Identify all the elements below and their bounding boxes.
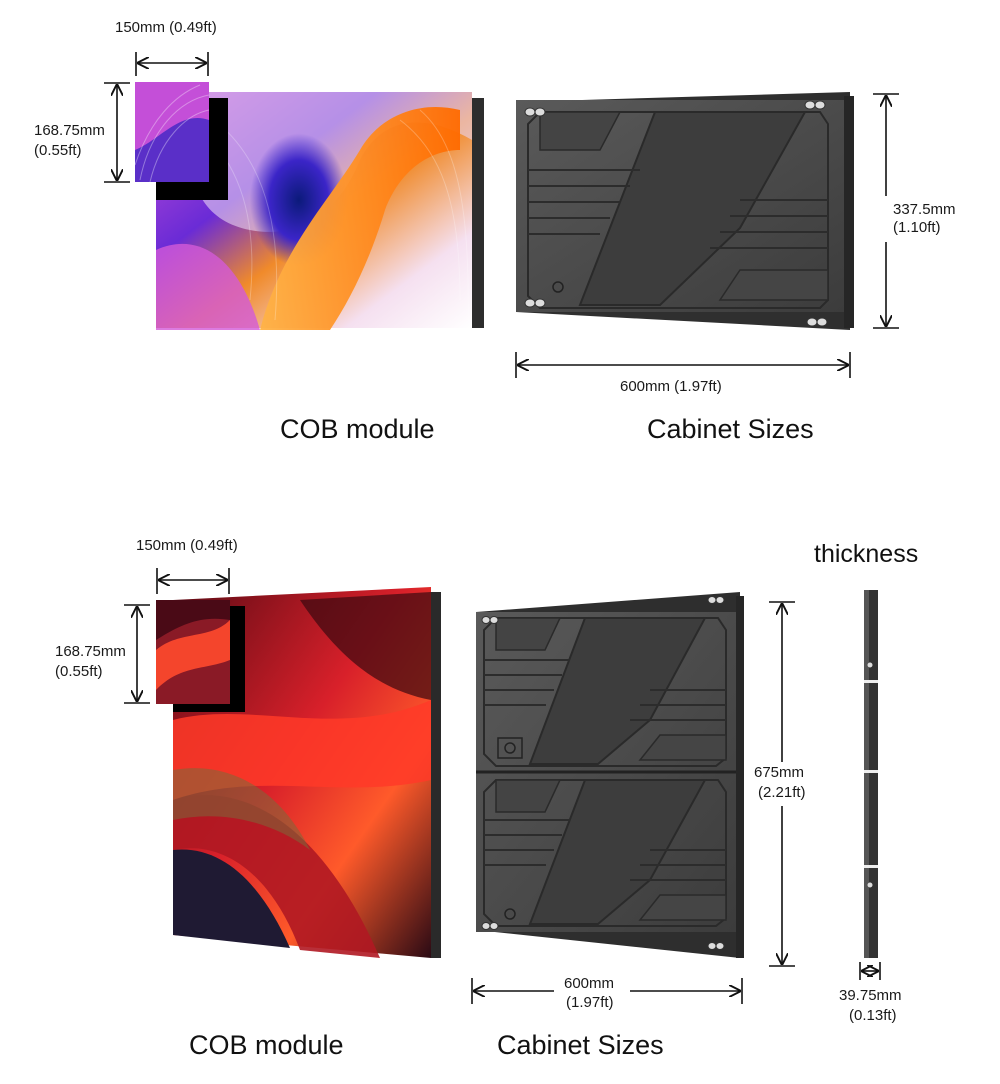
bottom-module-panel (156, 587, 441, 958)
thickness-side-view (864, 590, 878, 958)
thickness-title: thickness (814, 540, 919, 568)
thickness-label-ft: (0.13ft) (849, 1007, 897, 1024)
top-module-height-label-mm: 168.75mm (34, 122, 105, 139)
bottom-cabinet-back (476, 592, 744, 958)
bottom-module-caption: COB module (189, 1030, 344, 1060)
top-cabinet-width-label: 600mm (1.97ft) (620, 378, 722, 395)
top-cabinet-back (516, 92, 854, 330)
dimension-arrows (104, 52, 899, 1004)
bottom-cabinet-height-label-ft: (2.21ft) (758, 784, 806, 801)
top-cabinet-caption: Cabinet Sizes (647, 414, 814, 444)
bottom-cabinet-width-label-mm: 600mm (564, 975, 615, 992)
top-module-panel (134, 82, 484, 330)
bottom-cabinet-caption: Cabinet Sizes (497, 1030, 664, 1060)
bottom-module-height-label-mm: 168.75mm (55, 643, 126, 660)
top-cabinet-height-label-ft: (1.10ft) (893, 219, 941, 236)
thickness-label-mm: 39.75mm (839, 987, 902, 1004)
bottom-cabinet-width-label-ft: (1.97ft) (566, 994, 614, 1011)
bottom-module-width-label: 150mm (0.49ft) (136, 537, 238, 554)
top-module-width-label: 150mm (0.49ft) (115, 19, 217, 36)
bottom-cabinet-height-label-mm: 675mm (754, 764, 805, 781)
top-module-height-label-ft: (0.55ft) (34, 142, 82, 159)
top-cabinet-height-label-mm: 337.5mm (893, 201, 956, 218)
top-module-caption: COB module (280, 414, 435, 444)
bottom-module-height-label-ft: (0.55ft) (55, 663, 103, 680)
